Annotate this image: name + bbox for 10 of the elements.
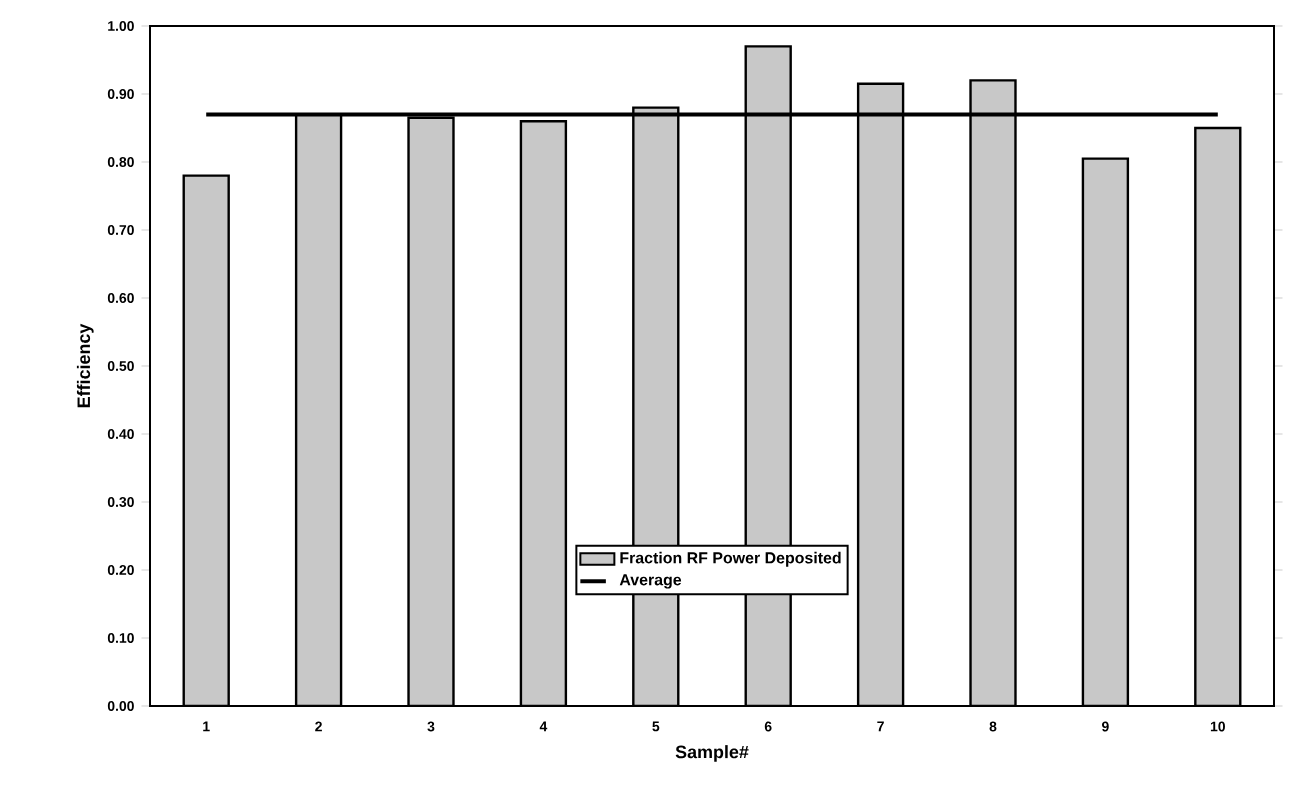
bar [1081, 157, 1130, 706]
y-axis-title: Efficiency [76, 323, 94, 408]
bar [182, 174, 230, 706]
bar [969, 79, 1017, 706]
bar [1194, 126, 1242, 706]
x-axis-title: Sample# [675, 745, 749, 762]
bar [407, 116, 455, 706]
bar [519, 120, 568, 706]
bar [856, 82, 905, 706]
bar [294, 113, 343, 706]
